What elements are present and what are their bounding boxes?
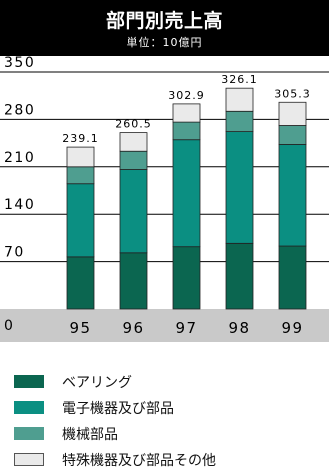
legend-item-bearings: ベアリング [12, 370, 322, 396]
bar-segment [119, 132, 148, 152]
y-tick-label: 210 [4, 150, 35, 166]
legend-swatch-other [14, 453, 44, 466]
chart-subtitle: 単位：10億円 [126, 36, 203, 49]
bar-segment [278, 245, 307, 310]
x-tick-label: 96 [122, 319, 144, 337]
y-tick-label: 70 [4, 245, 25, 261]
bar-segment [119, 169, 148, 254]
bar-segment [172, 103, 201, 123]
bar-segment [172, 139, 201, 248]
legend-item-other: 特殊機器及び部品その他 [12, 448, 322, 474]
bar-segment [119, 150, 148, 170]
y-tick-label: 0 [4, 318, 14, 334]
chart-legend: ベアリング 電子機器及び部品 機械部品 特殊機器及び部品その他 [12, 370, 322, 474]
y-tick-label: 350 [4, 56, 35, 71]
bar-segment [278, 101, 307, 126]
bar-segment [66, 166, 95, 185]
y-tick-label: 140 [4, 197, 35, 213]
bar-segment [278, 125, 307, 145]
chart-title: 部門別売上高 [105, 10, 223, 32]
legend-swatch-bearings [14, 375, 44, 388]
legend-label-machinery: 機械部品 [62, 427, 118, 443]
sales-by-segment-chart: 0 70 140 210 280 350 239.1 95 260.5 96 302.9 97 326.… [0, 56, 329, 342]
legend-item-electronics: 電子機器及び部品 [12, 396, 322, 422]
bar-segment [225, 242, 254, 310]
bar-segment [172, 246, 201, 310]
bar-segment [119, 252, 148, 310]
legend-swatch-machinery [14, 427, 44, 440]
bar-total-label: 326.1 [221, 73, 258, 86]
bar-segment [225, 110, 254, 132]
bar-segment [66, 146, 95, 168]
x-tick-label: 99 [281, 319, 303, 337]
bar-total-label: 305.3 [274, 87, 311, 100]
legend-label-electronics: 電子機器及び部品 [62, 401, 174, 417]
x-tick-label: 95 [69, 319, 91, 337]
chart-header: 部門別売上高 単位：10億円 [0, 0, 329, 56]
bar-segment [66, 256, 95, 310]
bar-segment [225, 87, 254, 112]
bar-segment [225, 131, 254, 244]
bar-segment [172, 121, 201, 141]
x-tick-label: 98 [228, 319, 250, 337]
bar-segment [278, 144, 307, 247]
x-tick-label: 97 [175, 319, 197, 337]
legend-swatch-electronics [14, 401, 44, 414]
bar-total-label: 260.5 [115, 118, 152, 131]
bar-segment [66, 183, 95, 258]
y-tick-label: 280 [4, 102, 35, 118]
bar-total-label: 302.9 [168, 89, 205, 102]
legend-label-bearings: ベアリング [62, 375, 132, 391]
bar-total-label: 239.1 [62, 132, 99, 145]
legend-item-machinery: 機械部品 [12, 422, 322, 448]
legend-label-other: 特殊機器及び部品その他 [62, 453, 216, 469]
x-axis-band [0, 309, 329, 342]
